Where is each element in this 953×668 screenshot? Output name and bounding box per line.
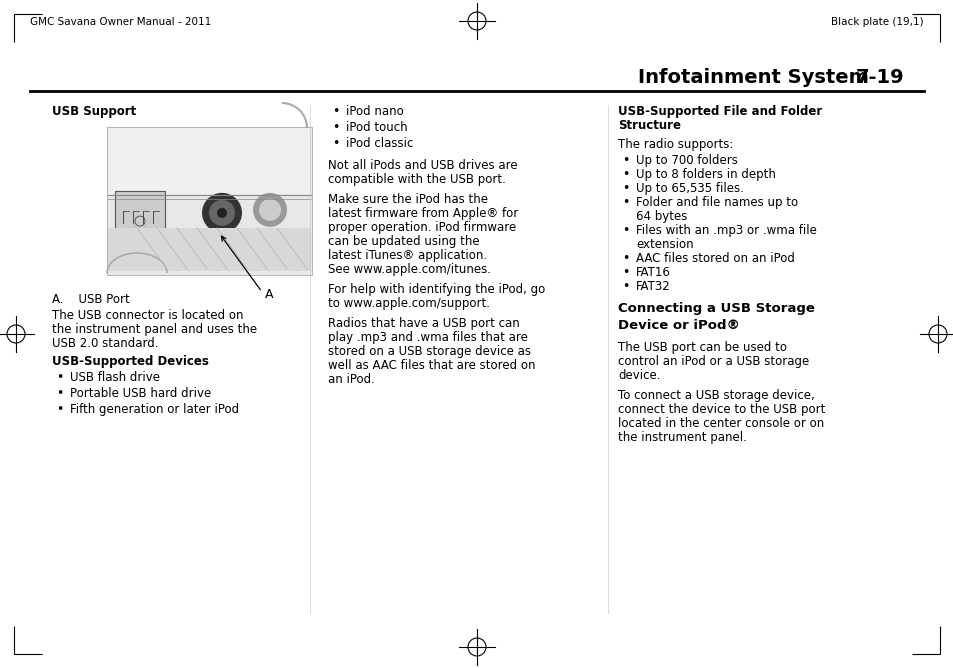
Text: •: •: [56, 403, 63, 416]
Text: •: •: [56, 387, 63, 400]
Text: A: A: [265, 288, 274, 301]
Circle shape: [209, 200, 234, 226]
Text: •: •: [332, 137, 339, 150]
Text: •: •: [621, 266, 629, 279]
Text: For help with identifying the iPod, go: For help with identifying the iPod, go: [328, 283, 545, 296]
Text: Up to 65,535 files.: Up to 65,535 files.: [636, 182, 743, 195]
Text: to www.apple.com/support.: to www.apple.com/support.: [328, 297, 490, 310]
Text: latest iTunes® application.: latest iTunes® application.: [328, 249, 487, 262]
Text: the instrument panel.: the instrument panel.: [618, 431, 746, 444]
Text: an iPod.: an iPod.: [328, 373, 375, 386]
Text: the instrument panel and uses the: the instrument panel and uses the: [52, 323, 257, 336]
Text: Portable USB hard drive: Portable USB hard drive: [70, 387, 211, 400]
Bar: [107, 127, 312, 275]
Text: USB flash drive: USB flash drive: [70, 371, 160, 384]
Text: •: •: [621, 224, 629, 237]
Text: Make sure the iPod has the: Make sure the iPod has the: [328, 193, 488, 206]
Text: AAC files stored on an iPod: AAC files stored on an iPod: [636, 252, 794, 265]
Circle shape: [258, 199, 281, 221]
Text: iPod touch: iPod touch: [346, 121, 407, 134]
Text: USB-Supported Devices: USB-Supported Devices: [52, 355, 209, 368]
Text: Connecting a USB Storage: Connecting a USB Storage: [618, 302, 814, 315]
Text: connect the device to the USB port: connect the device to the USB port: [618, 403, 824, 416]
Text: can be updated using the: can be updated using the: [328, 235, 479, 248]
Text: FAT16: FAT16: [636, 266, 670, 279]
Text: located in the center console or on: located in the center console or on: [618, 417, 823, 430]
Text: USB 2.0 standard.: USB 2.0 standard.: [52, 337, 158, 350]
Text: extension: extension: [636, 238, 693, 251]
Text: USB-Supported File and Folder: USB-Supported File and Folder: [618, 105, 821, 118]
Text: See www.apple.com/itunes.: See www.apple.com/itunes.: [328, 263, 491, 276]
Text: A.    USB Port: A. USB Port: [52, 293, 130, 306]
Bar: [108, 228, 311, 271]
Bar: [115, 191, 165, 229]
Text: •: •: [621, 168, 629, 181]
Text: •: •: [332, 105, 339, 118]
Text: Up to 700 folders: Up to 700 folders: [636, 154, 737, 167]
Text: The USB connector is located on: The USB connector is located on: [52, 309, 243, 322]
Text: •: •: [621, 182, 629, 195]
Text: The USB port can be used to: The USB port can be used to: [618, 341, 786, 354]
Text: iPod nano: iPod nano: [346, 105, 403, 118]
Text: Structure: Structure: [618, 119, 680, 132]
Text: To connect a USB storage device,: To connect a USB storage device,: [618, 389, 814, 402]
Text: Files with an .mp3 or .wma file: Files with an .mp3 or .wma file: [636, 224, 816, 237]
Text: compatible with the USB port.: compatible with the USB port.: [328, 173, 505, 186]
Text: Radios that have a USB port can: Radios that have a USB port can: [328, 317, 519, 330]
Text: well as AAC files that are stored on: well as AAC files that are stored on: [328, 359, 535, 372]
Text: Infotainment System: Infotainment System: [638, 68, 868, 87]
Text: The radio supports:: The radio supports:: [618, 138, 733, 151]
Circle shape: [202, 193, 242, 233]
Text: •: •: [56, 371, 63, 384]
Text: Up to 8 folders in depth: Up to 8 folders in depth: [636, 168, 775, 181]
Circle shape: [253, 193, 287, 227]
Text: FAT32: FAT32: [636, 280, 670, 293]
Text: play .mp3 and .wma files that are: play .mp3 and .wma files that are: [328, 331, 527, 344]
Text: •: •: [621, 252, 629, 265]
Text: latest firmware from Apple® for: latest firmware from Apple® for: [328, 207, 517, 220]
Text: Fifth generation or later iPod: Fifth generation or later iPod: [70, 403, 239, 416]
Text: •: •: [621, 196, 629, 209]
Bar: [108, 128, 311, 194]
Text: control an iPod or a USB storage: control an iPod or a USB storage: [618, 355, 808, 368]
Text: •: •: [332, 121, 339, 134]
Circle shape: [216, 208, 227, 218]
Text: stored on a USB storage device as: stored on a USB storage device as: [328, 345, 531, 358]
Text: Not all iPods and USB drives are: Not all iPods and USB drives are: [328, 159, 517, 172]
Text: Folder and file names up to: Folder and file names up to: [636, 196, 798, 209]
Text: Device or iPod®: Device or iPod®: [618, 319, 740, 332]
Text: USB Support: USB Support: [52, 105, 136, 118]
Text: •: •: [621, 154, 629, 167]
Text: device.: device.: [618, 369, 659, 382]
Text: 64 bytes: 64 bytes: [636, 210, 687, 223]
Text: iPod classic: iPod classic: [346, 137, 413, 150]
Text: •: •: [621, 280, 629, 293]
Text: 7-19: 7-19: [855, 68, 903, 87]
Text: GMC Savana Owner Manual - 2011: GMC Savana Owner Manual - 2011: [30, 17, 211, 27]
Text: Black plate (19,1): Black plate (19,1): [830, 17, 923, 27]
Text: proper operation. iPod firmware: proper operation. iPod firmware: [328, 221, 516, 234]
